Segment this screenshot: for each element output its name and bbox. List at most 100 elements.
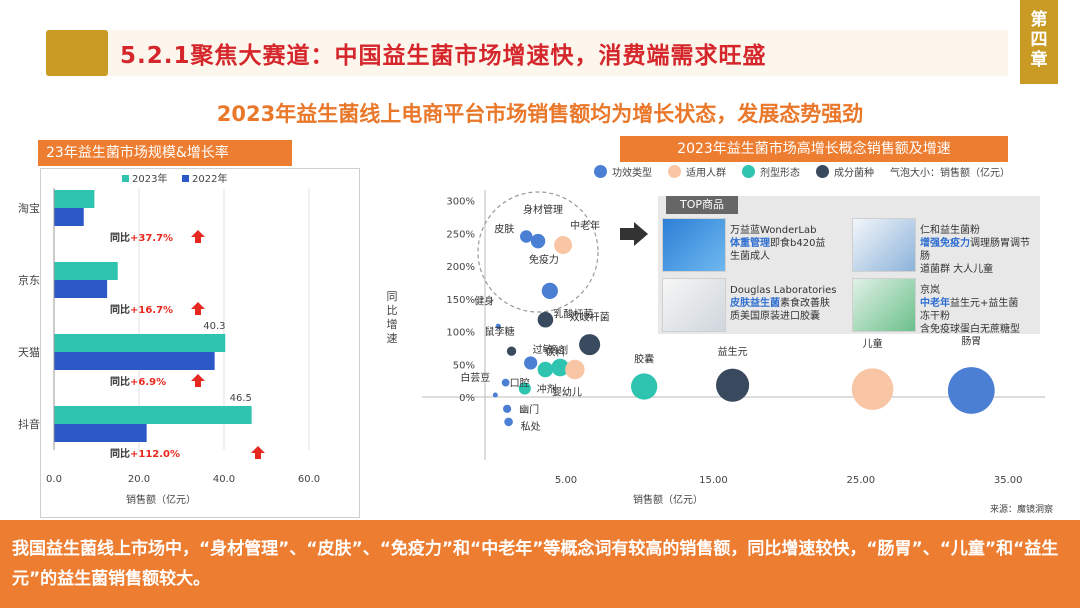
bar xyxy=(54,334,226,352)
product-desc: 生菌成人 xyxy=(730,251,770,262)
x-tick-label: 25.00 xyxy=(846,475,875,486)
product-name: 仁和益生菌粉 xyxy=(920,225,980,236)
header-bar xyxy=(46,30,1008,76)
bubble xyxy=(630,373,658,400)
bubble-label: 幽门 xyxy=(519,403,539,416)
y-axis-title: 比 xyxy=(387,304,398,317)
bubble-label: 私处 xyxy=(521,421,541,433)
bubble xyxy=(537,311,554,328)
bubble xyxy=(530,233,546,249)
bubble xyxy=(579,334,601,356)
legend-dot xyxy=(668,165,681,178)
bubble xyxy=(501,378,510,387)
product-image xyxy=(662,278,726,332)
bar xyxy=(54,424,147,442)
bar xyxy=(54,262,118,280)
bubble-label: 双歧杆菌 xyxy=(570,311,610,324)
bubble-label: 皮肤 xyxy=(494,223,514,236)
bubble-label: 口腔 xyxy=(510,377,530,390)
data-label: 40.3 xyxy=(203,321,225,332)
category-label: 抖音 xyxy=(18,417,40,431)
product-card: Douglas Laboratories 皮肤益生菌素食改善肤 质美国原装进口胶… xyxy=(658,276,844,334)
legend-item: 适用人群 xyxy=(668,164,726,179)
data-label: 46.5 xyxy=(230,393,252,404)
y-tick-label: 150% xyxy=(446,295,475,306)
bubble xyxy=(851,368,894,410)
product-highlight: 皮肤益生菌 xyxy=(730,298,780,309)
product-desc: 道菌群 大人儿童 xyxy=(920,264,994,275)
product-desc: 含免疫球蛋白无蔗糖型 xyxy=(920,324,1020,335)
bubble xyxy=(503,404,512,413)
bubble xyxy=(520,230,533,243)
product-card: 京岚 中老年益生元+益生菌 冻干粉 含免疫球蛋白无蔗糖型 xyxy=(848,276,1034,335)
category-label: 淘宝 xyxy=(18,201,40,215)
legend-label: 2023年 xyxy=(132,172,167,185)
source-note: 来源：魔镜洞察 xyxy=(990,505,1054,515)
product-text: 万益蓝WonderLab 体重管理即食b420益 生菌成人 xyxy=(730,224,844,263)
bubble-label: 免疫力 xyxy=(529,253,559,266)
top-products-panel: TOP商品 万益蓝WonderLab 体重管理即食b420益 生菌成人 仁和益生… xyxy=(658,196,1040,335)
bubble xyxy=(716,368,750,402)
bubble-label: 胶囊 xyxy=(634,353,654,366)
yoy-label: 同比+37.7% xyxy=(110,231,173,244)
arrow-up-icon xyxy=(251,446,265,459)
y-axis-title: 增 xyxy=(387,317,398,331)
bubble-label: 身材管理 xyxy=(523,203,563,216)
legend-dot xyxy=(594,165,607,178)
product-text: Douglas Laboratories 皮肤益生菌素食改善肤 质美国原装进口胶… xyxy=(730,284,844,323)
product-desc: 冻干粉 xyxy=(920,311,950,322)
product-card: 仁和益生菌粉 增强免疫力调理肠胃调节肠 道菌群 大人儿童 xyxy=(848,216,1034,276)
legend-label: 2022年 xyxy=(192,172,227,185)
x-tick-label: 5.00 xyxy=(555,475,577,486)
yoy-label: 同比+16.7% xyxy=(110,303,173,316)
legend-item: 剂型形态 xyxy=(742,164,800,179)
product-desc: 质美国原装进口胶囊 xyxy=(730,311,820,322)
product-name: Douglas Laboratories xyxy=(730,285,837,296)
y-tick-label: 250% xyxy=(446,229,475,240)
x-tick-label: 60.0 xyxy=(298,474,320,485)
x-axis-title: 销售额（亿元） xyxy=(633,493,703,506)
arrow-up-icon xyxy=(191,302,205,315)
chapter-char: 章 xyxy=(1030,50,1048,70)
bubble xyxy=(541,282,558,299)
bubble xyxy=(554,236,573,255)
arrow-right-icon xyxy=(620,222,648,246)
product-text: 仁和益生菌粉 增强免疫力调理肠胃调节肠 道菌群 大人儿童 xyxy=(920,224,1034,276)
bubble-label: 肠胃 xyxy=(961,335,981,347)
legend-item: 功效类型 xyxy=(594,164,652,179)
bubble-label: 鼠李糖 xyxy=(485,325,515,338)
product-highlight: 增强免疫力 xyxy=(920,238,970,249)
legend-label: 适用人群 xyxy=(686,168,726,179)
legend-swatch xyxy=(182,175,189,182)
product-image xyxy=(852,218,916,272)
slide-subtitle: 2023年益生菌线上电商平台市场销售额均为增长状态，发展态势强劲 xyxy=(216,102,864,126)
legend-dot xyxy=(742,165,755,178)
header-accent-square xyxy=(46,30,108,76)
bar xyxy=(54,280,108,298)
bubble-label: 滴剂 xyxy=(548,344,568,357)
y-tick-label: 0% xyxy=(459,393,475,404)
yoy-label: 同比+112.0% xyxy=(110,447,180,460)
bubble xyxy=(504,417,513,427)
product-desc: 调理肠胃调节肠 xyxy=(920,238,1030,262)
product-name: 京岚 xyxy=(920,285,940,296)
y-tick-label: 300% xyxy=(446,197,475,208)
bubble-label: 白芸豆 xyxy=(460,371,490,384)
bubble xyxy=(492,392,498,398)
bubble-legend: 功效类型 适用人群 剂型形态 成分菌种 气泡大小：销售额（亿元） xyxy=(594,164,1010,179)
legend-item: 成分菌种 xyxy=(816,164,874,179)
product-highlight: 中老年 xyxy=(920,298,950,309)
bar xyxy=(54,208,84,226)
top-products-badge: TOP商品 xyxy=(666,196,739,214)
page-title: 5.2.1聚焦大赛道：中国益生菌市场增速快，消费端需求旺盛 xyxy=(120,43,767,69)
product-desc: 素食改善肤 xyxy=(780,298,830,309)
highlight-dashed-circle xyxy=(477,191,599,313)
bubble-label: 益生元 xyxy=(718,345,748,358)
y-tick-label: 200% xyxy=(446,262,475,273)
x-tick-label: 15.00 xyxy=(699,475,728,486)
arrow-up-icon xyxy=(191,230,205,243)
legend-label: 成分菌种 xyxy=(834,168,874,179)
legend-swatch xyxy=(122,175,129,182)
x-tick-label: 40.0 xyxy=(213,474,235,485)
